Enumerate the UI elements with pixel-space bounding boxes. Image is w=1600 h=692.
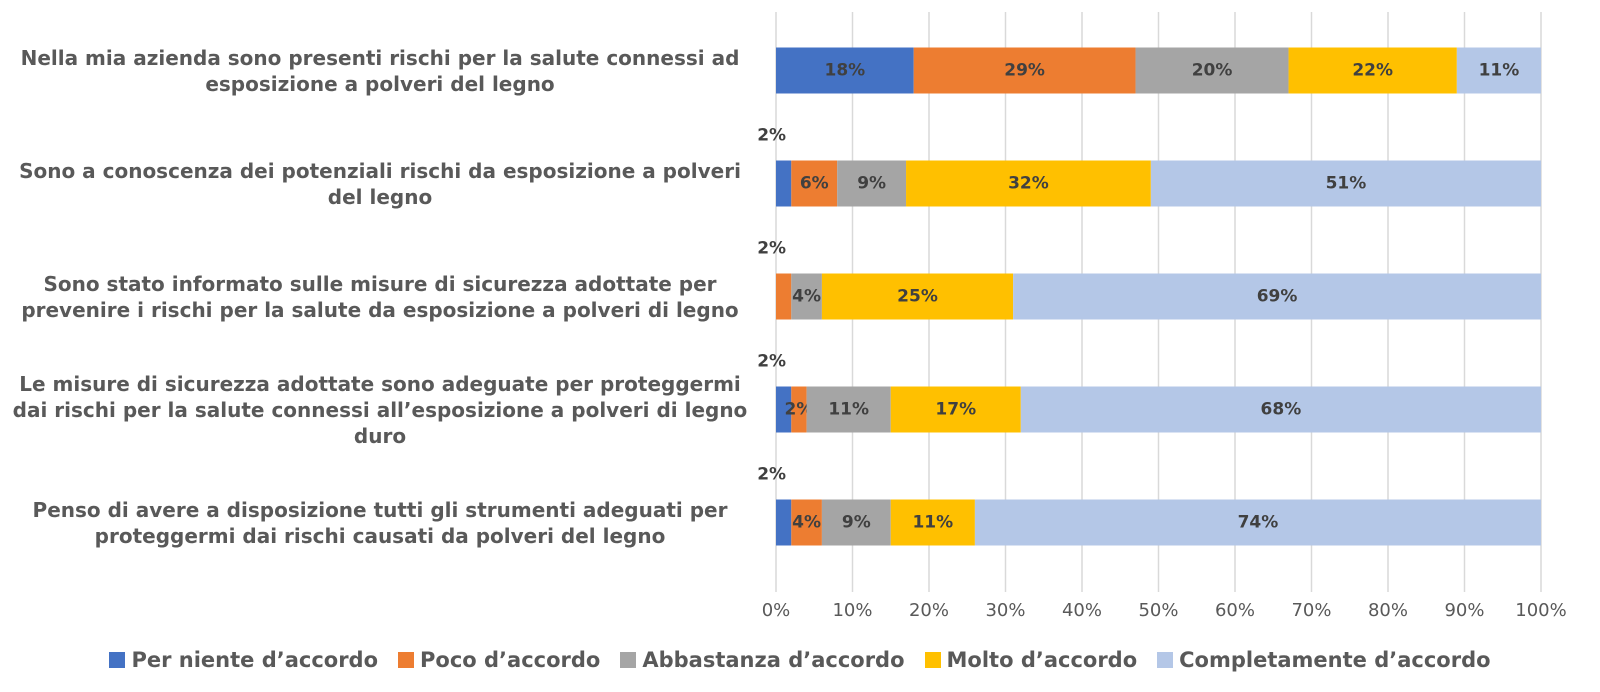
data-label: 18% — [824, 61, 865, 81]
data-label: 11% — [828, 400, 869, 420]
data-label: 74% — [1238, 513, 1279, 533]
data-label: 2% — [757, 352, 786, 372]
data-label: 20% — [1192, 61, 1233, 81]
x-tick-label: 50% — [1138, 600, 1178, 621]
category-label: Nella mia azienda sono presenti rischi p… — [20, 45, 740, 96]
bar-segment — [913, 47, 1136, 94]
legend-swatch — [924, 652, 941, 668]
legend-swatch — [109, 652, 126, 668]
data-label: 2% — [757, 126, 786, 146]
legend-swatch — [398, 652, 415, 668]
bar-segment — [974, 499, 1541, 546]
legend-label: Per niente d’accordo — [131, 648, 379, 672]
data-label: 2% — [757, 465, 786, 485]
bar-segment — [791, 273, 822, 320]
data-label: 25% — [897, 287, 938, 307]
x-tick-label: 10% — [832, 600, 872, 621]
bar-segment — [791, 386, 807, 433]
category-label: Penso di avere a disposizione tutti gli … — [32, 497, 728, 548]
data-label: 6% — [800, 174, 829, 194]
bar-segment — [837, 160, 907, 207]
data-label: 29% — [1004, 61, 1045, 81]
legend-item: Molto d’accordo — [924, 648, 1138, 672]
bar-segment — [1288, 47, 1457, 94]
x-tick-label: 0% — [762, 600, 791, 621]
bar-segment — [776, 47, 914, 94]
legend-swatch — [1157, 652, 1174, 668]
bar-segment — [791, 160, 838, 207]
bar-segment — [1020, 386, 1541, 433]
x-tick-label: 70% — [1291, 600, 1331, 621]
x-tick-label: 100% — [1515, 600, 1566, 621]
x-tick-label: 30% — [985, 600, 1025, 621]
data-label: 2% — [785, 400, 814, 420]
bar-segment — [776, 273, 792, 320]
bar-segment — [906, 160, 1151, 207]
bar-segment — [890, 386, 1021, 433]
data-label: 9% — [857, 174, 886, 194]
bar-segment — [890, 499, 975, 546]
bar-segment — [1135, 47, 1289, 94]
legend-label: Poco d’accordo — [420, 648, 601, 672]
data-label: 68% — [1261, 400, 1302, 420]
legend-item: Completamente d’accordo — [1157, 648, 1491, 672]
legend-label: Molto d’accordo — [946, 648, 1138, 672]
bar-segment — [791, 499, 822, 546]
legend: Per niente d’accordo Poco d’accordo Abbast… — [0, 648, 1600, 672]
x-tick-label: 80% — [1368, 600, 1408, 621]
data-label: 22% — [1352, 61, 1393, 81]
legend-swatch — [620, 652, 637, 668]
legend-label: Abbastanza d’accordo — [642, 648, 905, 672]
legend-label: Completamente d’accordo — [1179, 648, 1491, 672]
data-label: 17% — [935, 400, 976, 420]
legend-item: Abbastanza d’accordo — [620, 648, 905, 672]
bar-segment — [821, 273, 1014, 320]
x-tick-label: 40% — [1062, 600, 1102, 621]
bar-segment — [776, 386, 792, 433]
data-label: 11% — [912, 513, 953, 533]
x-tick-label: 20% — [909, 600, 949, 621]
bar-segment — [1150, 160, 1541, 207]
category-label: Le misure di sicurezza adottate sono ade… — [12, 371, 748, 448]
bar-segment — [821, 499, 891, 546]
data-label: 51% — [1326, 174, 1367, 194]
data-label: 69% — [1257, 287, 1298, 307]
category-label: Sono a conoscenza dei potenziali rischi … — [19, 158, 741, 209]
legend-item: Per niente d’accordo — [109, 648, 378, 672]
data-label: 11% — [1479, 61, 1520, 81]
data-label: 4% — [792, 287, 821, 307]
bar-segment — [1456, 47, 1541, 94]
data-label: 32% — [1008, 174, 1049, 194]
x-tick-label: 90% — [1444, 600, 1484, 621]
data-label: 9% — [842, 513, 871, 533]
data-label: 2% — [757, 239, 786, 259]
data-label: 4% — [792, 513, 821, 533]
x-tick-label: 60% — [1215, 600, 1255, 621]
legend-item: Poco d’accordo — [398, 648, 600, 672]
category-label: Sono stato informato sulle misure di sic… — [21, 271, 739, 322]
bar-segment — [776, 499, 792, 546]
bar-segment — [806, 386, 891, 433]
bar-segment — [1013, 273, 1541, 320]
bar-segment — [776, 160, 792, 207]
